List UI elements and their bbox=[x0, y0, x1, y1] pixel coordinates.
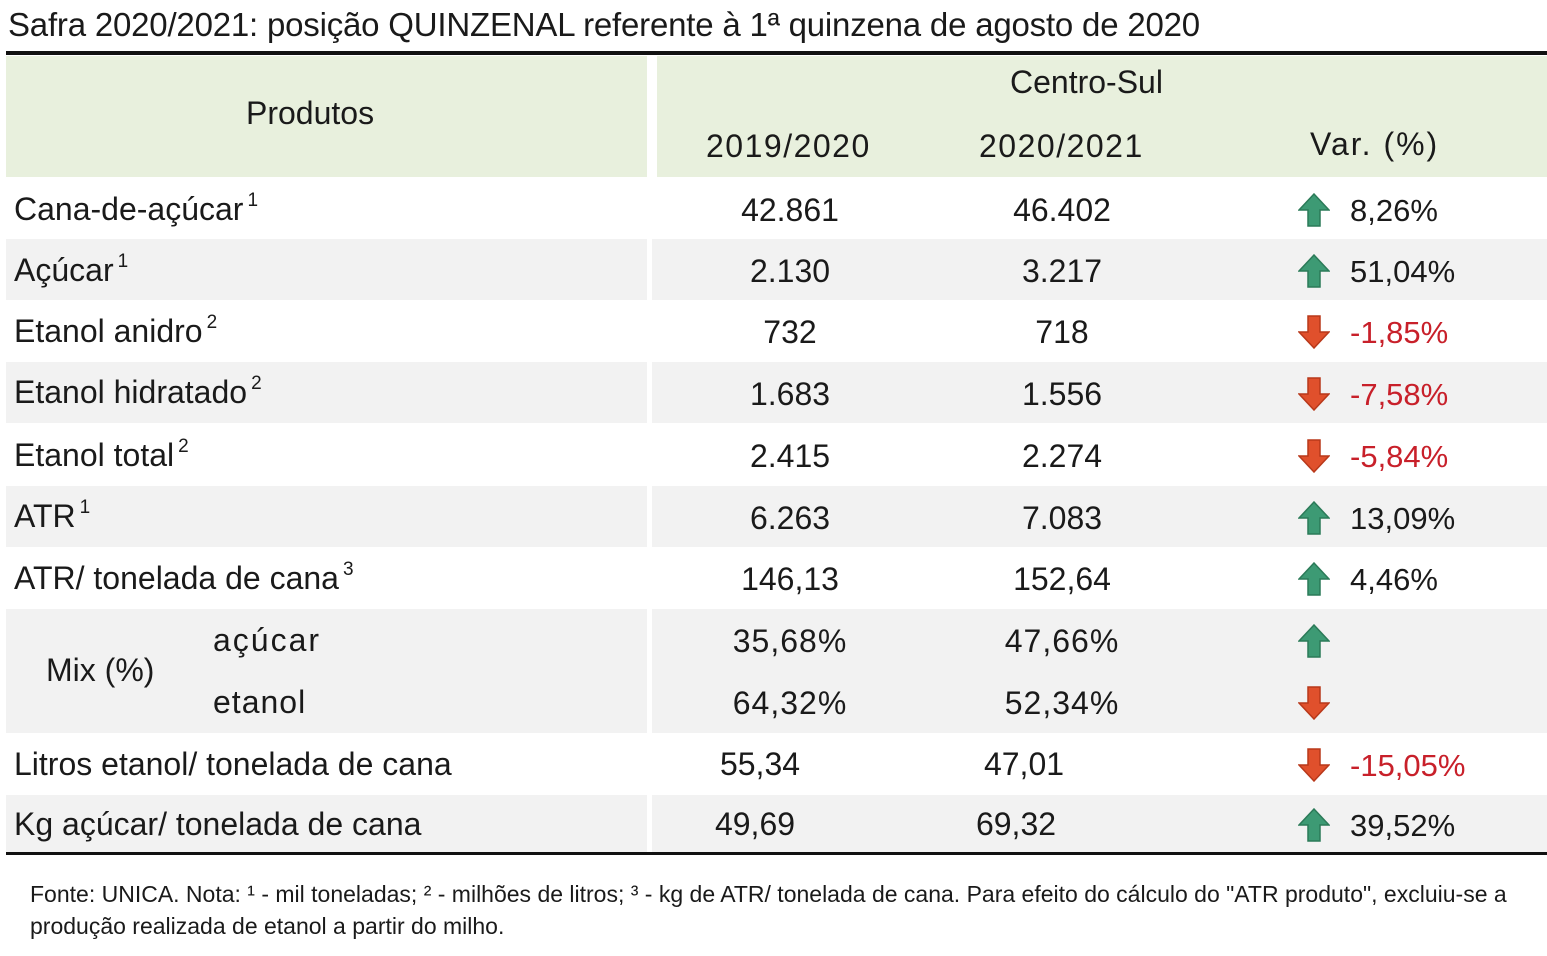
row-label: Etanol anidro 2 bbox=[14, 312, 218, 349]
source-note: Fonte: UNICA. Nota: ¹ - mil toneladas; ²… bbox=[30, 881, 1507, 939]
row-value-2020: 3.217 bbox=[1021, 253, 1103, 289]
row-label: Açúcar 1 bbox=[14, 251, 129, 288]
header-col-var: Var. (%) bbox=[1310, 126, 1440, 162]
row-variation: 13,09% bbox=[1350, 501, 1456, 536]
mix-acucar-label: açúcar bbox=[213, 622, 322, 658]
row-shade bbox=[652, 239, 1547, 300]
arrow-down-icon bbox=[1298, 315, 1330, 349]
row-value-2020: 1.556 bbox=[1021, 376, 1103, 412]
header-region: Centro-Sul bbox=[1010, 64, 1163, 100]
mix-acucar-2019: 35,68% bbox=[732, 623, 848, 659]
header-centro-sul-cell bbox=[657, 56, 1547, 177]
mix-etanol-2020: 52,34% bbox=[1004, 685, 1120, 721]
row-label: Kg açúcar/ tonelada de cana bbox=[14, 806, 422, 842]
arrow-up-icon bbox=[1298, 501, 1330, 535]
row-variation: -15,05% bbox=[1350, 748, 1466, 783]
arrow-up-icon bbox=[1298, 624, 1330, 658]
header-col-2019: 2019/2020 bbox=[706, 128, 871, 164]
row-value-2019: 42.861 bbox=[741, 192, 839, 228]
row-shade bbox=[6, 486, 647, 547]
row-label: Etanol total 2 bbox=[14, 436, 189, 473]
row-shade bbox=[6, 795, 647, 852]
mix-label: Mix (%) bbox=[46, 652, 155, 688]
bottom-rule bbox=[6, 852, 1547, 855]
row-value-2019: 732 bbox=[763, 314, 817, 350]
row-value-2020: 152,64 bbox=[1013, 561, 1111, 597]
row-value-2019: 49,69 bbox=[714, 806, 796, 842]
mix-shade bbox=[652, 609, 1547, 733]
row-label: Etanol hidratado 2 bbox=[14, 373, 262, 410]
table-title: Safra 2020/2021: posição QUINZENAL refer… bbox=[8, 6, 1200, 43]
row-shade bbox=[652, 795, 1547, 852]
row-label: ATR/ tonelada de cana 3 bbox=[14, 559, 354, 596]
row-variation: 39,52% bbox=[1350, 808, 1456, 843]
row-value-2020: 7.083 bbox=[1021, 500, 1103, 536]
mix-shade bbox=[6, 609, 647, 733]
mix-acucar-2020: 47,66% bbox=[1004, 623, 1120, 659]
row-label: Cana-de-açúcar 1 bbox=[14, 190, 259, 227]
row-label: ATR 1 bbox=[14, 497, 91, 534]
arrow-up-icon bbox=[1298, 254, 1330, 288]
row-value-2019: 6.263 bbox=[749, 500, 831, 536]
mix-etanol-2019: 64,32% bbox=[732, 685, 848, 721]
row-shade bbox=[652, 486, 1547, 547]
arrow-up-icon bbox=[1298, 808, 1330, 842]
row-value-2019: 146,13 bbox=[741, 561, 839, 597]
arrow-down-icon bbox=[1298, 377, 1330, 411]
arrow-down-icon bbox=[1298, 748, 1330, 782]
row-shade bbox=[652, 362, 1547, 423]
row-value-2020: 2.274 bbox=[1021, 438, 1103, 474]
arrow-down-icon bbox=[1298, 686, 1330, 720]
header-produtos: Produtos bbox=[246, 95, 375, 131]
row-value-2020: 718 bbox=[1035, 314, 1089, 350]
row-variation: 8,26% bbox=[1350, 193, 1438, 228]
mix-etanol-label: etanol bbox=[213, 684, 307, 720]
row-value-2019: 2.130 bbox=[749, 253, 831, 289]
header-col-2020: 2020/2021 bbox=[979, 128, 1144, 164]
row-value-2020: 69,32 bbox=[975, 806, 1057, 842]
row-value-2019: 2.415 bbox=[749, 438, 831, 474]
arrow-up-icon bbox=[1298, 562, 1330, 596]
row-value-2019: 1.683 bbox=[749, 376, 831, 412]
top-rule bbox=[6, 51, 1547, 55]
row-variation: -7,58% bbox=[1350, 377, 1449, 412]
row-variation: -1,85% bbox=[1350, 315, 1449, 350]
row-value-2019: 55,34 bbox=[719, 746, 801, 782]
arrow-up-icon bbox=[1298, 193, 1330, 227]
row-shade bbox=[6, 239, 647, 300]
row-value-2020: 46.402 bbox=[1013, 192, 1111, 228]
row-value-2020: 47,01 bbox=[983, 746, 1065, 782]
arrow-down-icon bbox=[1298, 439, 1330, 473]
header-produtos-cell bbox=[6, 56, 647, 177]
row-variation: 51,04% bbox=[1350, 254, 1456, 289]
row-label: Litros etanol/ tonelada de cana bbox=[14, 746, 452, 782]
row-variation: 4,46% bbox=[1350, 562, 1438, 597]
row-variation: -5,84% bbox=[1350, 439, 1449, 474]
row-shade bbox=[6, 362, 647, 423]
